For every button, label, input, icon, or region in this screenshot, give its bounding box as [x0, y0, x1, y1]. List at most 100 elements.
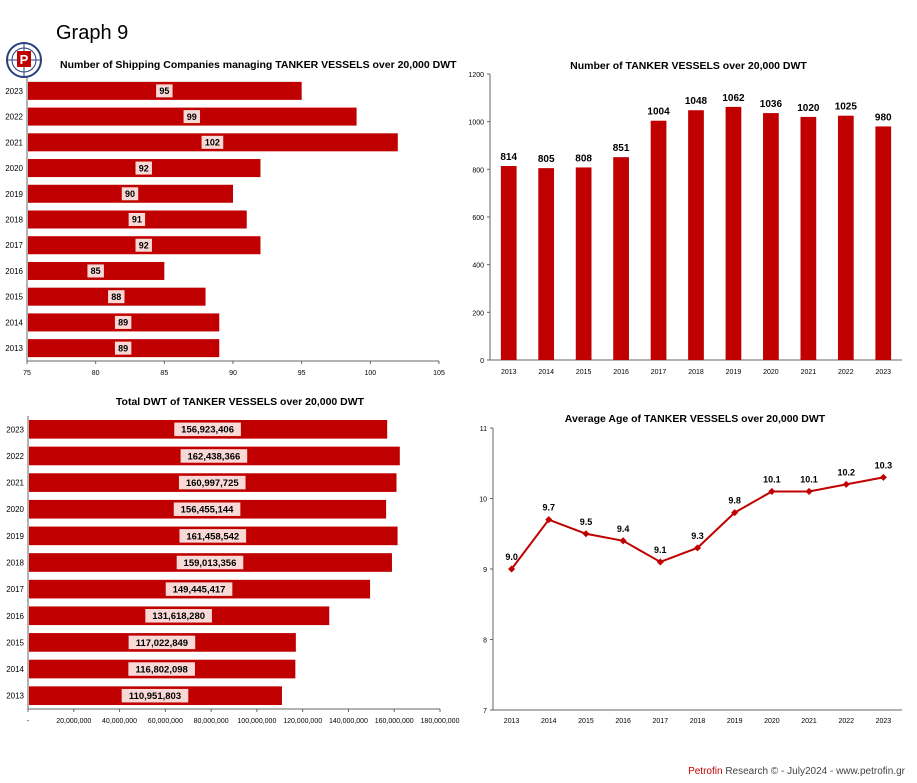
- vessels-bar-2017: [650, 120, 667, 360]
- companies-x-tick-label: 80: [92, 370, 100, 377]
- age-point-2022: [842, 480, 850, 488]
- dwt-value-label-2016-bg: [145, 609, 212, 623]
- vessels-bar-2019: [725, 106, 742, 360]
- age-y-tick-label: 10: [479, 497, 487, 504]
- companies-category-2019: 2019: [5, 190, 23, 199]
- page-title: Graph 9: [56, 22, 129, 44]
- companies-category-2014: 2014: [5, 318, 23, 327]
- dwt-category-2016: 2016: [6, 612, 24, 621]
- dwt-value-label-2018-bg: [176, 555, 244, 570]
- dwt-category-2013: 2013: [6, 692, 24, 701]
- companies-value-label-2019: 90: [125, 189, 135, 199]
- petrofin-logo: P: [6, 42, 42, 78]
- age-point-2019: [731, 509, 739, 517]
- dwt-value-label-2013: 110,951,803: [129, 691, 181, 702]
- vessels-y-tick-label: 800: [472, 167, 484, 174]
- age-x-tick-label-2020: 2020: [764, 718, 780, 725]
- age-chart-title: Average Age of TANKER VESSELS over 20,00…: [564, 413, 826, 425]
- age-x-tick-label-2023: 2023: [876, 718, 892, 725]
- companies-x-tick-label: 90: [229, 370, 237, 377]
- companies-x-tick-label: 75: [23, 370, 31, 377]
- dwt-x-tick-label: 40,000,000: [102, 718, 137, 725]
- vessels-bar-chart: 0 200 400 600 800 1000 1200 814 2013 805 2014 808 20…: [468, 72, 902, 376]
- vessels-value-label-2020: 1036: [760, 99, 783, 110]
- companies-value-label-2020-bg: [135, 161, 152, 175]
- companies-x-tick-label: 105: [433, 370, 445, 377]
- companies-value-label-2022-bg: [183, 110, 201, 124]
- companies-category-2017: 2017: [5, 241, 23, 250]
- companies-value-label-2021-bg: [201, 135, 224, 149]
- age-x-tick-label-2016: 2016: [615, 718, 631, 725]
- vessels-x-tick-label-2023: 2023: [875, 369, 891, 376]
- vessels-x-tick-label-2019: 2019: [726, 369, 742, 376]
- vessels-y-tick-label: 1000: [468, 120, 484, 127]
- vessels-bar-2021: [800, 116, 817, 361]
- dwt-x-tick-label: 100,000,000: [237, 718, 276, 725]
- dwt-category-2022: 2022: [6, 452, 24, 461]
- dwt-value-label-2023: 156,923,406: [181, 425, 234, 436]
- companies-chart-title: Number of Shipping Companies managing TA…: [60, 59, 457, 71]
- dwt-x-tick-label: 20,000,000: [56, 718, 91, 725]
- vessels-value-label-2013: 814: [500, 152, 517, 163]
- vessels-bar-2018: [688, 110, 704, 360]
- age-point-2017: [656, 558, 664, 566]
- vessels-y-tick-label: 600: [472, 215, 484, 222]
- dwt-category-2023: 2023: [6, 425, 24, 434]
- companies-value-label-2016-bg: [87, 264, 104, 278]
- age-x-tick-label-2022: 2022: [838, 718, 854, 725]
- age-value-label-2016: 9.4: [617, 524, 630, 534]
- age-y-tick-label: 7: [483, 708, 487, 715]
- companies-value-label-2017: 92: [139, 240, 149, 250]
- dwt-x-tick-label: 60,000,000: [148, 718, 183, 725]
- age-y-tick-label: 8: [483, 638, 487, 645]
- age-point-2021: [805, 487, 813, 495]
- svg-text:P: P: [20, 52, 29, 67]
- age-value-label-2023: 10.3: [875, 460, 893, 470]
- dwt-category-2014: 2014: [6, 665, 24, 674]
- companies-value-label-2016: 85: [91, 266, 101, 276]
- companies-value-label-2014-bg: [114, 315, 132, 329]
- age-line-chart: 7 8 9 10 11 9.0 2013 9.7 2014 9.5 2015 9.4 2016 9.1 20…: [479, 426, 902, 725]
- companies-category-2018: 2018: [5, 216, 23, 225]
- dwt-value-label-2014-bg: [128, 662, 195, 676]
- dwt-value-label-2017-bg: [165, 582, 233, 596]
- age-x-tick-label-2014: 2014: [541, 718, 557, 725]
- age-point-2015: [582, 530, 590, 538]
- age-value-label-2013: 9.0: [505, 552, 518, 562]
- dwt-value-label-2019: 161,458,542: [186, 531, 239, 542]
- footer-credit: Petrofin Research © - July2024 - www.pet…: [688, 766, 905, 777]
- dwt-bar-chart: 2023 156,923,406 2022 162,438,366 2021 160,99…: [6, 416, 460, 725]
- vessels-bar-2013: [500, 165, 517, 360]
- companies-category-2021: 2021: [5, 138, 23, 147]
- dwt-x-tick-label: 80,000,000: [194, 718, 229, 725]
- companies-value-label-2013: 89: [118, 343, 128, 353]
- vessels-value-label-2016: 851: [613, 143, 630, 154]
- vessels-x-tick-label-2013: 2013: [501, 369, 517, 376]
- dwt-category-2019: 2019: [6, 532, 24, 541]
- companies-category-2016: 2016: [5, 267, 23, 276]
- dwt-value-label-2013-bg: [121, 688, 189, 703]
- age-y-tick-label: 11: [480, 426, 487, 433]
- age-x-tick-label-2015: 2015: [578, 718, 594, 725]
- age-series-line: [510, 476, 884, 570]
- vessels-y-tick-label: 200: [472, 310, 484, 317]
- companies-value-label-2014: 89: [118, 318, 128, 328]
- dwt-category-2017: 2017: [6, 585, 24, 594]
- dwt-value-label-2020: 156,455,144: [181, 505, 235, 516]
- dwt-value-label-2021-bg: [178, 475, 246, 490]
- vessels-value-label-2023: 980: [875, 112, 892, 123]
- age-point-2023: [879, 473, 887, 481]
- vessels-bar-2023: [875, 126, 892, 360]
- companies-value-label-2017-bg: [135, 238, 152, 252]
- companies-value-label-2013-bg: [114, 341, 132, 355]
- age-x-tick-label-2019: 2019: [727, 718, 743, 725]
- age-x-tick-label-2018: 2018: [690, 718, 706, 725]
- vessels-bar-2016: [613, 157, 629, 360]
- vessels-bar-2014: [538, 168, 555, 360]
- age-value-label-2015: 9.5: [580, 517, 593, 527]
- vessels-bar-2020: [763, 113, 779, 360]
- dwt-category-2015: 2015: [6, 638, 24, 647]
- dwt-value-label-2017: 149,445,417: [173, 585, 226, 596]
- vessels-value-label-2015: 808: [575, 153, 592, 164]
- dwt-category-2018: 2018: [6, 559, 24, 568]
